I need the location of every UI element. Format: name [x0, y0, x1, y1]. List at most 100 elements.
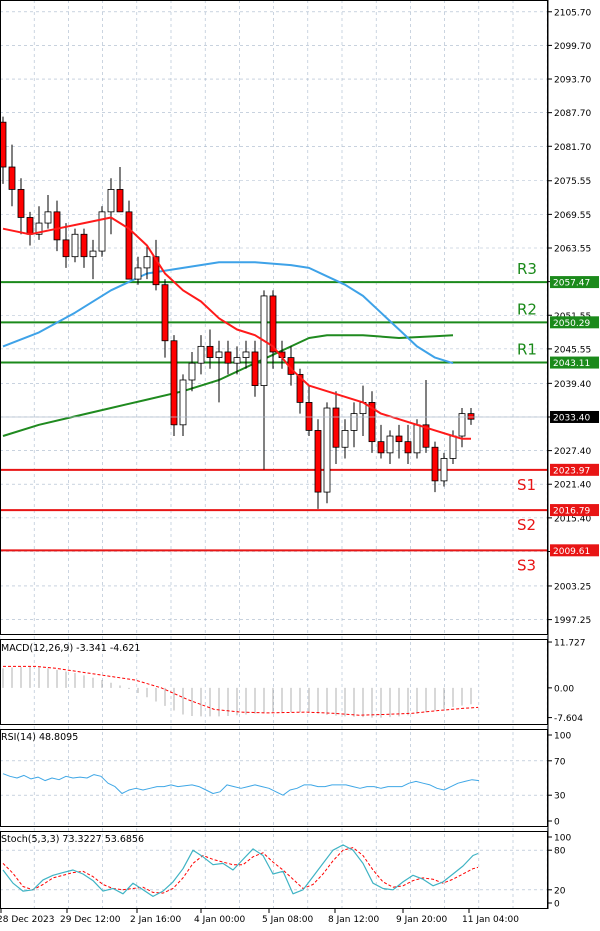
- candle-body-down: [368, 402, 376, 443]
- candle-body-up: [188, 362, 196, 381]
- x-tick-label: 8 Jan 12:00: [328, 915, 380, 925]
- y-tick-label: 2093.70: [554, 76, 591, 86]
- y-tick-label: 1997.25: [554, 616, 591, 626]
- candle: [116, 167, 124, 213]
- y-tick-label: 2063.55: [554, 245, 591, 255]
- y-tick-label: 2105.70: [554, 8, 591, 18]
- candle-body-down: [305, 402, 313, 431]
- candle-body-down: [404, 441, 412, 454]
- level-price-label: 2050.29: [553, 319, 590, 329]
- candle-body-up: [458, 413, 466, 437]
- y-tick-label: 2003.25: [554, 582, 591, 592]
- level-label-s3: S3: [517, 556, 536, 574]
- y-tick-label: 2015.40: [554, 514, 591, 524]
- rsi-y-tick-label: 100: [554, 732, 571, 742]
- candle: [89, 239, 97, 280]
- candle: [62, 223, 70, 268]
- candle-body-up: [233, 357, 241, 364]
- candle-body-up: [215, 351, 223, 358]
- candle-body-up: [98, 211, 106, 252]
- y-tick-label: 2027.40: [554, 447, 591, 457]
- level-label-r1: R1: [517, 341, 537, 359]
- y-tick-label: 2099.70: [554, 42, 591, 52]
- candle: [134, 256, 142, 285]
- candle: [107, 178, 115, 235]
- candle-body-down: [161, 284, 169, 342]
- rsi-line: [2, 773, 480, 796]
- candle: [170, 335, 178, 437]
- y-tick-label: 2069.55: [554, 211, 591, 221]
- candle-body-up: [134, 267, 142, 280]
- candle-body-up: [323, 407, 331, 493]
- x-tick-label: 4 Jan 00:00: [194, 915, 246, 925]
- rsi-y-tick-label: 0: [554, 818, 560, 828]
- candle-body-up: [89, 250, 97, 258]
- stoch-y-tick-label: 0: [554, 900, 560, 910]
- stoch-y-tick-label: 80: [554, 847, 566, 857]
- candle-body-down: [125, 211, 133, 280]
- stoch-signal-line: [2, 847, 479, 894]
- candle: [233, 346, 241, 375]
- candle: [188, 351, 196, 392]
- level-price-label: 2009.61: [553, 547, 590, 557]
- level-price-box: [550, 276, 599, 289]
- candle: [98, 206, 106, 257]
- x-tick-label: 29 Dec 12:00: [60, 915, 121, 925]
- candle-body-down: [53, 211, 61, 241]
- macd-title: MACD(12,26,9) -3.341 -4.621: [1, 643, 140, 654]
- level-label-s2: S2: [517, 516, 536, 534]
- candle: [242, 340, 250, 369]
- candle-body-up: [71, 233, 79, 258]
- candle-body-down: [467, 413, 475, 420]
- macd-signal-line: [3, 665, 479, 716]
- level-price-box: [550, 463, 599, 476]
- ma-mid-line: [2, 261, 454, 365]
- candle-body-down: [62, 239, 70, 258]
- candle: [431, 441, 439, 493]
- candle-body-up: [143, 256, 151, 269]
- candle: [35, 206, 43, 240]
- candle: [368, 391, 376, 453]
- macd-y-tick-label: 11.727: [554, 639, 586, 649]
- candle-body-down: [269, 295, 277, 353]
- candle: [152, 239, 160, 291]
- candle-body-down: [116, 189, 124, 213]
- stoch-title: Stoch(5,3,3) 73.3227 53.6856: [1, 834, 144, 845]
- ma-fast-line: [2, 216, 471, 440]
- candle-body-up: [386, 435, 394, 454]
- candle-body-down: [314, 430, 322, 493]
- candle-body-down: [17, 189, 25, 218]
- y-tick-label: 2075.55: [554, 177, 591, 187]
- candle-body-up: [341, 430, 349, 448]
- candle-body-down: [152, 256, 160, 286]
- candle-body-up: [107, 189, 115, 213]
- x-tick-label: 9 Jan 20:00: [396, 915, 448, 925]
- candle: [314, 419, 322, 509]
- candle-body-down: [206, 345, 214, 358]
- level-label-r3: R3: [517, 260, 537, 278]
- candle: [350, 402, 358, 448]
- candle: [260, 290, 268, 470]
- candle-body-down: [170, 340, 178, 426]
- candle: [386, 430, 394, 465]
- last-price-label: 2033.40: [553, 413, 590, 423]
- candle: [224, 340, 232, 375]
- candle: [440, 452, 448, 487]
- candle: [323, 402, 331, 504]
- candle-body-up: [413, 424, 421, 454]
- level-price-label: 2016.79: [553, 507, 590, 517]
- candle-body-down: [395, 435, 403, 443]
- candle: [143, 245, 151, 280]
- candle-body-down: [251, 351, 259, 386]
- macd-y-tick-label: 0.00: [554, 684, 574, 694]
- candle: [53, 200, 61, 252]
- candle-body-down: [8, 166, 16, 190]
- candle-body-down: [0, 121, 7, 168]
- stoch-y-tick-label: 20: [554, 886, 566, 896]
- x-tick-label: 5 Jan 08:00: [262, 915, 314, 925]
- candle-body-down: [80, 233, 88, 258]
- stoch-y-tick-label: 100: [554, 834, 571, 844]
- y-tick-label: 2087.70: [554, 109, 591, 119]
- candle-body-up: [179, 379, 187, 426]
